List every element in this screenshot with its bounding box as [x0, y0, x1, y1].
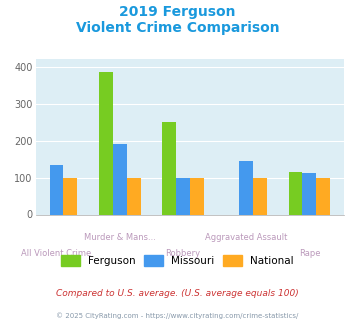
Text: Violent Crime Comparison: Violent Crime Comparison: [76, 21, 279, 35]
Text: Rape: Rape: [299, 249, 320, 258]
Bar: [253, 178, 267, 214]
Bar: [239, 161, 253, 214]
Bar: [289, 172, 302, 214]
Text: Compared to U.S. average. (U.S. average equals 100): Compared to U.S. average. (U.S. average …: [56, 289, 299, 298]
Text: Robbery: Robbery: [165, 249, 201, 258]
Bar: [316, 178, 330, 214]
Text: © 2025 CityRating.com - https://www.cityrating.com/crime-statistics/: © 2025 CityRating.com - https://www.city…: [56, 312, 299, 318]
Bar: [302, 173, 316, 214]
Bar: [64, 178, 77, 214]
Bar: [127, 178, 141, 214]
Text: Aggravated Assault: Aggravated Assault: [205, 233, 288, 242]
Text: 2019 Ferguson: 2019 Ferguson: [119, 5, 236, 19]
Text: All Violent Crime: All Violent Crime: [21, 249, 92, 258]
Bar: [113, 144, 127, 214]
Bar: [176, 178, 190, 214]
Text: Murder & Mans...: Murder & Mans...: [84, 233, 156, 242]
Bar: [162, 122, 176, 214]
Legend: Ferguson, Missouri, National: Ferguson, Missouri, National: [57, 251, 298, 270]
Bar: [99, 72, 113, 214]
Bar: [50, 165, 64, 215]
Bar: [190, 178, 204, 214]
